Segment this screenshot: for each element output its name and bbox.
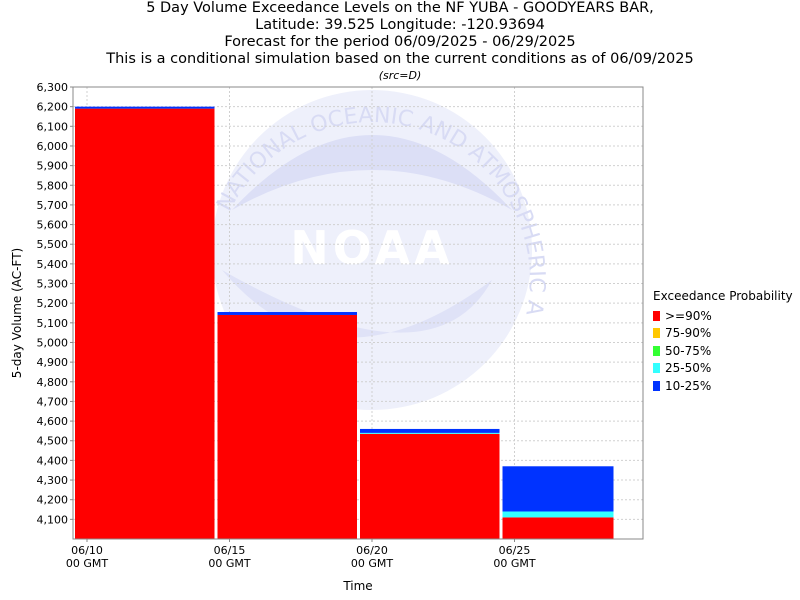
chart-title-line-3: Forecast for the period 06/09/2025 - 06/… bbox=[224, 34, 576, 50]
x-tick-sublabel: 00 GMT bbox=[208, 557, 251, 570]
legend-swatch bbox=[653, 328, 660, 339]
y-tick-labels: 4,100 4,200 4,300 4,400 4,500 4,600 4,700 4,800… bbox=[37, 81, 73, 526]
y-tick-label: 4,600 bbox=[37, 415, 69, 428]
y-tick-label: 4,800 bbox=[37, 376, 69, 389]
bar-segment-3 bbox=[502, 511, 614, 518]
legend-label: 10-25% bbox=[665, 378, 712, 393]
y-tick-label: 6,100 bbox=[37, 120, 69, 133]
x-tick-label: 06/25 bbox=[499, 544, 531, 557]
y-tick-label: 5,700 bbox=[37, 199, 69, 212]
legend-swatch bbox=[653, 380, 660, 391]
bar-segment-2 bbox=[360, 428, 500, 433]
y-tick-label: 6,300 bbox=[37, 81, 69, 94]
x-tick-label: 06/10 bbox=[71, 544, 103, 557]
y-tick-label: 5,200 bbox=[37, 297, 69, 310]
legend-label: 50-75% bbox=[665, 343, 712, 358]
legend-item: 25-50% bbox=[653, 360, 793, 378]
x-tick-sublabel: 00 GMT bbox=[66, 557, 109, 570]
y-tick-label: 5,600 bbox=[37, 219, 69, 232]
watermark-bird bbox=[232, 135, 512, 210]
y-tick-label: 4,700 bbox=[37, 395, 69, 408]
legend-items: >=90% 75-90% 50-75% 25-50% 10-25% bbox=[653, 307, 793, 395]
chart-bars bbox=[75, 106, 614, 539]
legend-label: 25-50% bbox=[665, 361, 712, 376]
y-tick-label: 4,900 bbox=[37, 356, 69, 369]
x-axis-label: Time bbox=[342, 579, 372, 593]
legend-item: >=90% bbox=[653, 307, 793, 325]
chart-title-line-4: This is a conditional simulation based o… bbox=[106, 51, 694, 67]
chart-title-line-2: Latitude: 39.525 Longitude: -120.93694 bbox=[255, 17, 545, 33]
legend-swatch bbox=[653, 310, 660, 321]
legend-swatch bbox=[653, 345, 660, 356]
legend-label: 75-90% bbox=[665, 326, 712, 341]
x-tick-label: 06/15 bbox=[214, 544, 246, 557]
y-tick-label: 4,500 bbox=[37, 435, 69, 448]
y-tick-label: 6,000 bbox=[37, 140, 69, 153]
bar-segment-1 bbox=[217, 314, 357, 539]
y-tick-label: 5,300 bbox=[37, 278, 69, 291]
y-tick-label: 5,800 bbox=[37, 179, 69, 192]
y-tick-label: 4,300 bbox=[37, 474, 69, 487]
bar-segment-0 bbox=[75, 106, 215, 109]
y-tick-label: 4,200 bbox=[37, 494, 69, 507]
y-tick-label: 5,100 bbox=[37, 317, 69, 330]
x-tick-label: 06/20 bbox=[356, 544, 388, 557]
bar-segment-3 bbox=[502, 466, 614, 512]
plot-frame bbox=[72, 86, 644, 540]
legend-label: >=90% bbox=[665, 308, 712, 323]
x-tick-sublabel: 00 GMT bbox=[351, 557, 394, 570]
y-tick-label: 6,200 bbox=[37, 101, 69, 114]
chart-title-block: 5 Day Volume Exceedance Levels on the NF… bbox=[0, 0, 800, 83]
watermark-logo-text: NOAA bbox=[290, 221, 454, 275]
legend-swatch bbox=[653, 363, 660, 374]
chart-subtitle: (src=D) bbox=[378, 69, 422, 82]
legend: Exceedance Probability >=90% 75-90% 50-75%… bbox=[653, 289, 793, 395]
y-axis-label: 5-day Volume (AC-FT) bbox=[10, 248, 24, 378]
y-tick-label: 4,100 bbox=[37, 513, 69, 526]
legend-item: 75-90% bbox=[653, 325, 793, 343]
y-tick-label: 5,500 bbox=[37, 238, 69, 251]
y-tick-label: 4,400 bbox=[37, 454, 69, 467]
bar-segment-1 bbox=[217, 312, 357, 315]
y-tick-label: 5,000 bbox=[37, 336, 69, 349]
legend-item: 50-75% bbox=[653, 342, 793, 360]
legend-item: 10-25% bbox=[653, 377, 793, 395]
legend-title: Exceedance Probability bbox=[653, 289, 793, 303]
x-tick-sublabel: 00 GMT bbox=[493, 557, 536, 570]
bar-segment-0 bbox=[75, 108, 215, 539]
y-tick-label: 5,900 bbox=[37, 160, 69, 173]
bar-segment-3 bbox=[502, 517, 614, 539]
y-tick-label: 5,400 bbox=[37, 258, 69, 271]
chart-title-line-1: 5 Day Volume Exceedance Levels on the NF… bbox=[146, 0, 654, 16]
bar-segment-2 bbox=[360, 432, 500, 434]
chart-axes bbox=[72, 86, 644, 540]
bar-segment-2 bbox=[360, 433, 500, 539]
